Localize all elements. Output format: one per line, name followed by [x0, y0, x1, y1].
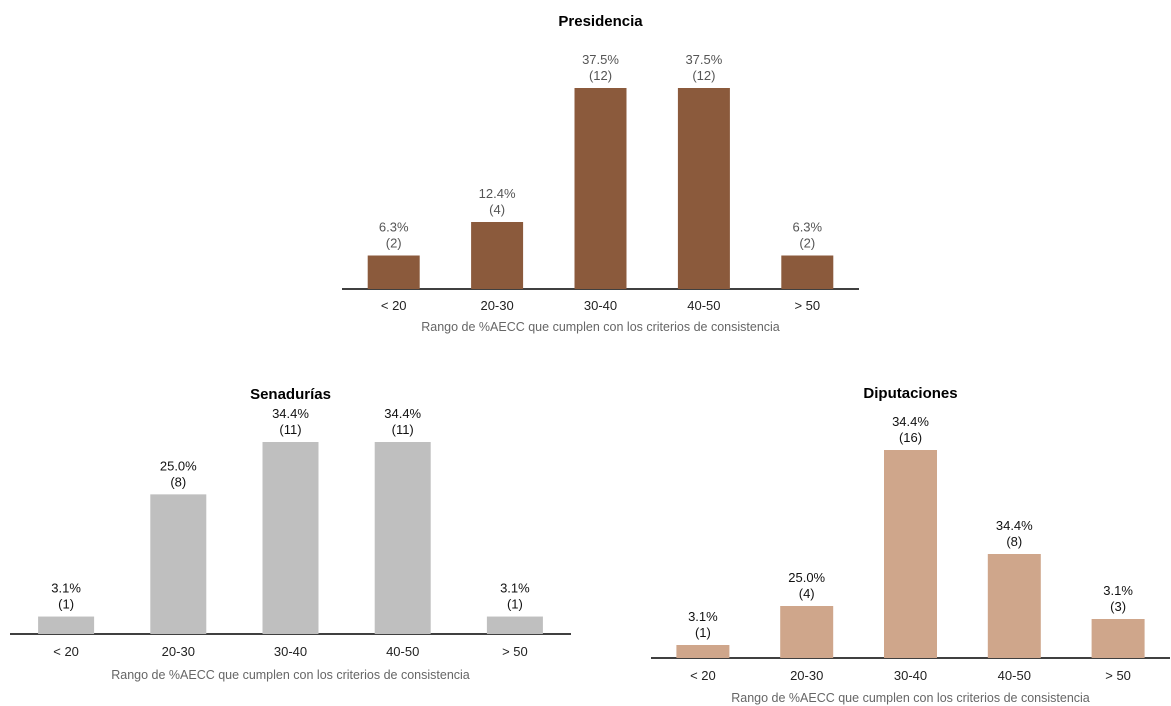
chart-title-presidencia: Presidencia — [558, 13, 643, 30]
bar-presidencia-1 — [471, 222, 524, 289]
data-label-pct-diputaciones-0: 3.1% — [688, 609, 718, 624]
tick-label-presidencia-4: > 50 — [794, 298, 820, 313]
chart-presidencia: Presidencia Rango de %AECC que cumplen c… — [342, 13, 859, 334]
bar-senadurias-0 — [38, 616, 95, 634]
data-label-count-presidencia-1: (4) — [489, 202, 505, 217]
tick-label-diputaciones-1: 20-30 — [790, 668, 823, 683]
tick-label-diputaciones-4: > 50 — [1105, 668, 1131, 683]
tick-label-senadurias-2: 30-40 — [274, 644, 307, 659]
data-label-pct-diputaciones-1: 25.0% — [788, 570, 825, 585]
tick-label-diputaciones-3: 40-50 — [998, 668, 1031, 683]
data-label-count-diputaciones-0: (1) — [695, 625, 711, 640]
data-label-pct-senadurias-4: 3.1% — [500, 581, 530, 596]
bar-diputaciones-2 — [884, 450, 937, 658]
data-label-pct-diputaciones-4: 3.1% — [1103, 583, 1133, 598]
bar-presidencia-4 — [781, 255, 834, 289]
chart-senadurias: Senadurías Rango de %AECC que cumplen co… — [10, 386, 571, 682]
tick-label-senadurias-3: 40-50 — [386, 644, 419, 659]
data-label-count-senadurias-4: (1) — [507, 597, 523, 612]
data-label-pct-senadurias-3: 34.4% — [384, 406, 421, 421]
bar-diputaciones-1 — [780, 606, 834, 658]
bar-senadurias-2 — [262, 442, 319, 634]
x-axis-label-diputaciones: Rango de %AECC que cumplen con los crite… — [731, 691, 1090, 705]
tick-label-senadurias-1: 20-30 — [162, 644, 195, 659]
tick-label-senadurias-0: < 20 — [53, 644, 79, 659]
data-label-count-diputaciones-1: (4) — [799, 586, 815, 601]
bar-senadurias-4 — [486, 616, 543, 634]
tick-label-presidencia-3: 40-50 — [687, 298, 720, 313]
data-label-pct-presidencia-2: 37.5% — [582, 52, 619, 67]
bar-diputaciones-0 — [676, 645, 730, 658]
bar-presidencia-2 — [574, 88, 627, 289]
data-label-pct-presidencia-4: 6.3% — [792, 220, 822, 235]
chart-title-senadurias: Senadurías — [250, 386, 331, 403]
bar-presidencia-3 — [677, 88, 730, 289]
data-label-count-diputaciones-3: (8) — [1006, 534, 1022, 549]
tick-label-presidencia-1: 20-30 — [480, 298, 513, 313]
tick-label-presidencia-0: < 20 — [381, 298, 407, 313]
chart-title-diputaciones: Diputaciones — [863, 385, 957, 402]
x-axis-label-senadurias: Rango de %AECC que cumplen con los crite… — [111, 668, 470, 682]
data-label-pct-senadurias-1: 25.0% — [160, 458, 197, 473]
data-label-count-senadurias-2: (11) — [279, 422, 301, 437]
tick-label-senadurias-4: > 50 — [502, 644, 528, 659]
data-label-pct-presidencia-0: 6.3% — [379, 220, 409, 235]
bar-presidencia-0 — [367, 255, 420, 289]
data-label-count-senadurias-0: (1) — [58, 597, 74, 612]
data-label-count-diputaciones-4: (3) — [1110, 599, 1126, 614]
data-label-pct-presidencia-1: 12.4% — [479, 186, 516, 201]
bar-diputaciones-4 — [1091, 619, 1145, 658]
bar-diputaciones-3 — [987, 554, 1041, 658]
bar-senadurias-1 — [150, 494, 207, 634]
data-label-count-presidencia-4: (2) — [799, 236, 815, 251]
data-label-count-presidencia-0: (2) — [386, 236, 402, 251]
data-label-pct-diputaciones-2: 34.4% — [892, 414, 929, 429]
tick-label-presidencia-2: 30-40 — [584, 298, 617, 313]
data-label-count-presidencia-3: (12) — [692, 68, 715, 83]
data-label-pct-presidencia-3: 37.5% — [685, 52, 722, 67]
bar-senadurias-3 — [374, 442, 431, 634]
data-label-count-diputaciones-2: (16) — [899, 430, 922, 445]
data-label-pct-senadurias-2: 34.4% — [272, 406, 309, 421]
tick-label-diputaciones-0: < 20 — [690, 668, 716, 683]
tick-label-diputaciones-2: 30-40 — [894, 668, 927, 683]
data-label-count-senadurias-1: (8) — [170, 474, 186, 489]
x-axis-label-presidencia: Rango de %AECC que cumplen con los crite… — [421, 320, 780, 334]
chart-diputaciones: Diputaciones Rango de %AECC que cumplen … — [651, 385, 1170, 705]
data-label-pct-senadurias-0: 3.1% — [51, 581, 81, 596]
data-label-count-presidencia-2: (12) — [589, 68, 612, 83]
data-label-pct-diputaciones-3: 34.4% — [996, 518, 1033, 533]
data-label-count-senadurias-3: (11) — [392, 422, 414, 437]
